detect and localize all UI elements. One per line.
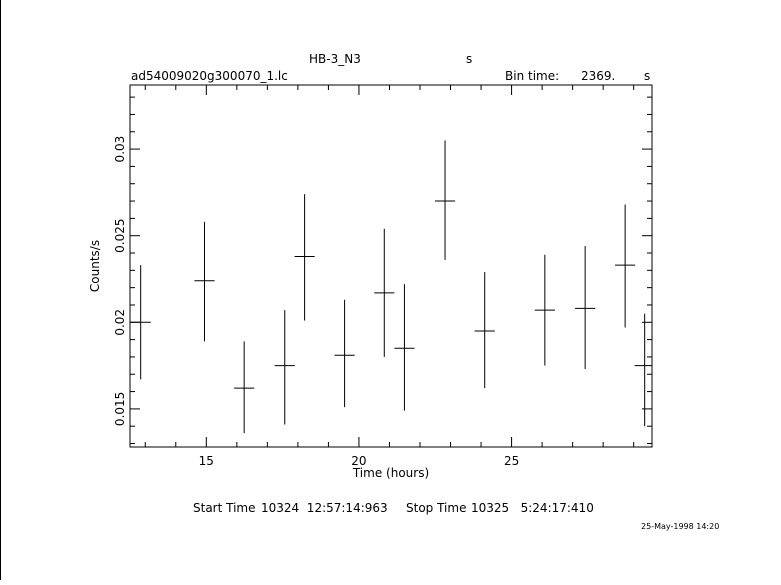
y-axis-label: Counts/s [88,240,102,292]
file-name: ad54009020g300070_1.lc [131,69,288,83]
data-point [394,284,415,411]
bin-time-value: 2369. [581,69,615,83]
data-points [130,140,652,434]
y-tick-label: 0.02 [113,309,127,336]
x-tick-label: 15 [199,454,214,468]
x-axis-label: Time (hours) [352,466,429,480]
data-point [434,140,456,260]
bin-time-label: Bin time: [505,69,559,83]
axis-ticks [130,85,652,447]
stop-time-value: 10325 5:24:17:410 [471,501,594,515]
y-tick-label: 0.015 [113,392,127,426]
start-time-label: Start Time [193,501,256,515]
data-point [534,254,555,366]
data-point [575,246,596,370]
data-point [334,299,355,408]
object-unit: s [466,52,472,66]
plot-timestamp: 25-May-1998 14:20 [641,522,719,531]
plot-frame [129,84,653,448]
y-tick-label: 0.025 [113,219,127,253]
data-point [294,194,315,321]
bin-time-unit: s [644,69,650,83]
data-point [130,265,151,380]
data-point [634,313,652,427]
data-point [615,204,636,328]
data-point [374,228,395,357]
object-name: HB-3_N3 [309,52,361,66]
x-tick-label: 20 [351,454,366,468]
data-point [274,310,295,425]
data-point [234,341,255,434]
y-tick-label: 0.03 [113,136,127,163]
stop-time-label: Stop Time [406,501,466,515]
data-point [474,272,495,389]
x-tick-label: 25 [504,454,519,468]
data-point [194,221,215,342]
axis-tick-labels: 15 20 25 0.015 0.02 0.025 0.03 [113,136,519,468]
start-time-value: 10324 12:57:14:963 [261,501,388,515]
